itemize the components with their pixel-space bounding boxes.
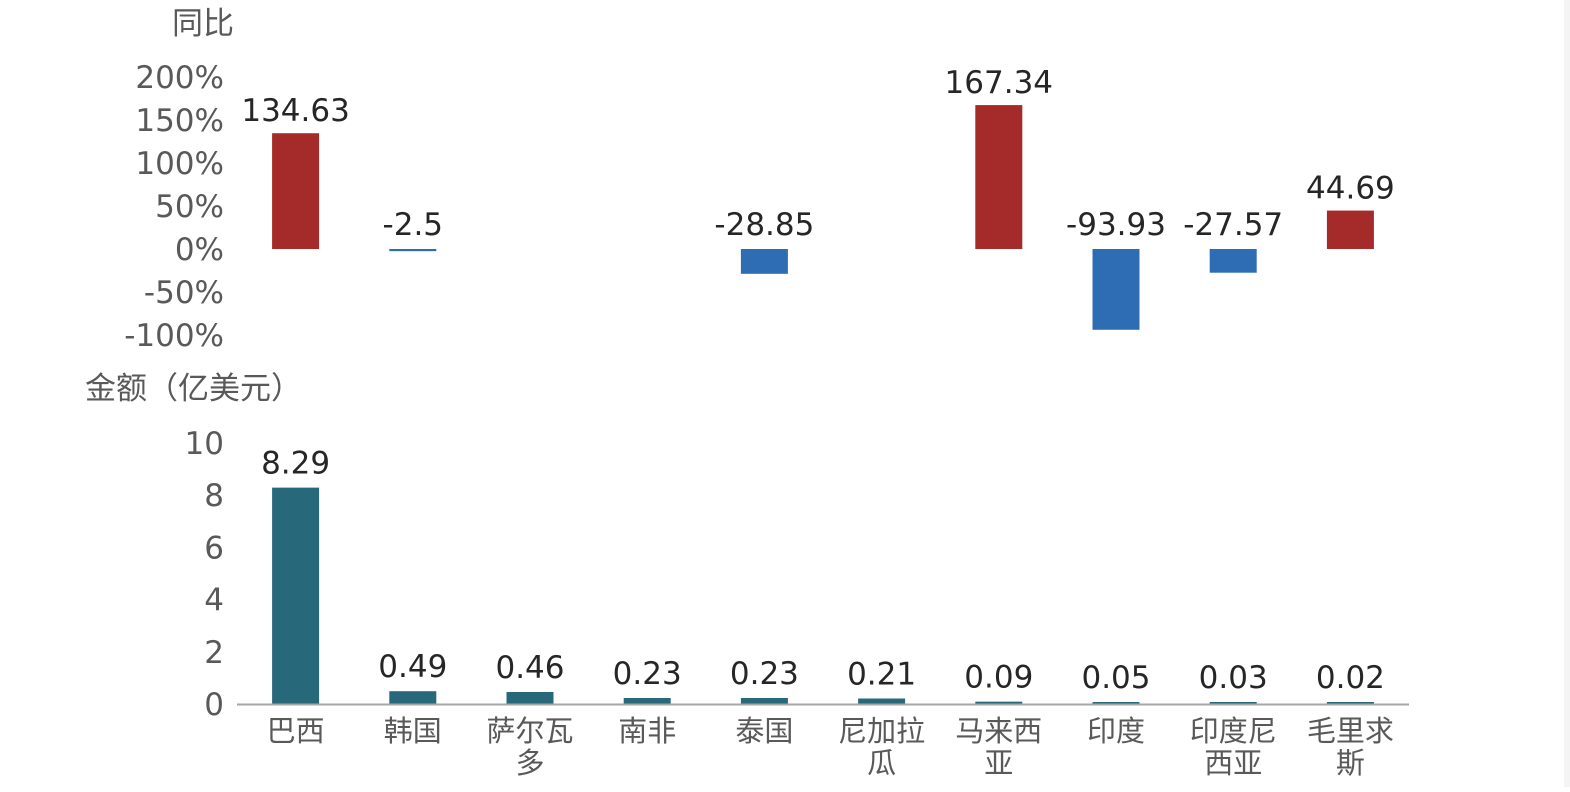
yoy-tick-label: 200% <box>135 60 224 96</box>
amount-data-label: 0.46 <box>495 650 564 686</box>
category-label: 印度 <box>1087 714 1145 748</box>
category-label-line: 西亚 <box>1204 746 1262 780</box>
category-label-line: 韩国 <box>384 714 442 748</box>
amount-tick-label: 4 <box>204 583 224 619</box>
amount-bar-chart: 10 8 6 4 2 0 8.29 0.49 0.46 0.23 0.23 0.21 0.09 0.05 0… <box>185 426 1409 780</box>
yoy-data-label: -27.57 <box>1183 207 1283 243</box>
amount-bar <box>1092 702 1140 704</box>
category-label: 泰国 <box>735 714 793 748</box>
category-label-line: 多 <box>515 746 544 780</box>
category-label: 尼加拉瓜 <box>838 714 925 780</box>
category-label-line: 马来西 <box>955 714 1042 748</box>
category-label: 毛里求斯 <box>1307 714 1394 780</box>
amount-bar <box>506 691 554 704</box>
amount-tick-label: 10 <box>185 426 224 462</box>
yoy-data-label: 134.63 <box>241 93 349 129</box>
yoy-data-label: 167.34 <box>945 65 1053 101</box>
yoy-bar <box>975 105 1023 249</box>
yoy-tick-label: 100% <box>135 146 224 182</box>
category-label: 南非 <box>618 714 676 748</box>
amount-bar <box>740 697 788 704</box>
category-label-line: 泰国 <box>735 714 793 748</box>
category-label-line: 萨尔瓦 <box>486 714 573 748</box>
yoy-tick-label: 50% <box>155 189 224 225</box>
amount-bar <box>1326 702 1374 704</box>
category-label-line: 斯 <box>1336 746 1365 780</box>
yoy-bar-chart: 200% 150% 100% 50% 0% -50% -100% 134.63 -2.5 -28.… <box>124 60 1395 354</box>
amount-bar <box>858 698 906 704</box>
page-edge <box>1564 0 1570 787</box>
yoy-bar <box>1092 249 1140 330</box>
category-label-line: 毛里求 <box>1307 714 1394 748</box>
category-label-line: 尼加拉 <box>838 714 925 748</box>
category-label-line: 印度 <box>1087 714 1145 748</box>
category-label: 韩国 <box>384 714 442 748</box>
amount-bar <box>389 691 437 704</box>
amount-data-label: 0.23 <box>613 656 682 692</box>
amount-tick-label: 2 <box>204 635 224 671</box>
yoy-bar <box>740 249 788 274</box>
amount-data-label: 0.05 <box>1081 660 1150 696</box>
amount-bar <box>272 487 320 704</box>
yoy-data-label: -93.93 <box>1066 207 1166 243</box>
amount-data-label: 0.02 <box>1316 660 1385 696</box>
yoy-tick-label: -100% <box>124 318 224 354</box>
category-label-line: 印度尼 <box>1190 714 1277 748</box>
amount-data-label: 0.03 <box>1199 660 1268 696</box>
amount-data-label: 0.21 <box>847 657 916 693</box>
amount-axis-title: 金额（亿美元） <box>85 371 302 407</box>
yoy-bar <box>1326 210 1374 249</box>
category-label: 萨尔瓦多 <box>486 714 573 780</box>
category-label: 马来西亚 <box>955 714 1042 780</box>
amount-tick-label: 6 <box>204 530 224 566</box>
category-label-line: 亚 <box>984 746 1013 780</box>
yoy-bar <box>389 249 437 252</box>
yoy-bar <box>272 133 320 249</box>
yoy-bar <box>1209 249 1257 273</box>
category-label: 印度尼西亚 <box>1190 714 1277 780</box>
category-label: 巴西 <box>267 714 325 748</box>
amount-data-label: 0.23 <box>730 656 799 692</box>
amount-data-label: 0.49 <box>378 649 447 685</box>
yoy-data-label: -2.5 <box>383 207 444 243</box>
amount-tick-label: 8 <box>204 478 224 514</box>
category-label-line: 南非 <box>618 714 676 748</box>
amount-bar <box>1209 702 1257 704</box>
yoy-tick-label: -50% <box>144 275 224 311</box>
yoy-data-label: -28.85 <box>714 207 814 243</box>
amount-data-label: 0.09 <box>964 660 1033 696</box>
yoy-data-label: 44.69 <box>1306 171 1395 207</box>
yoy-tick-label: 0% <box>175 232 224 268</box>
amount-bar <box>623 697 671 704</box>
category-label-line: 巴西 <box>267 714 325 748</box>
amount-data-label: 8.29 <box>261 446 330 482</box>
amount-bar <box>975 701 1023 704</box>
yoy-axis-title: 同比 <box>172 6 234 42</box>
amount-tick-label: 0 <box>204 687 224 723</box>
category-label-line: 瓜 <box>867 746 896 780</box>
yoy-tick-label: 150% <box>135 103 224 139</box>
